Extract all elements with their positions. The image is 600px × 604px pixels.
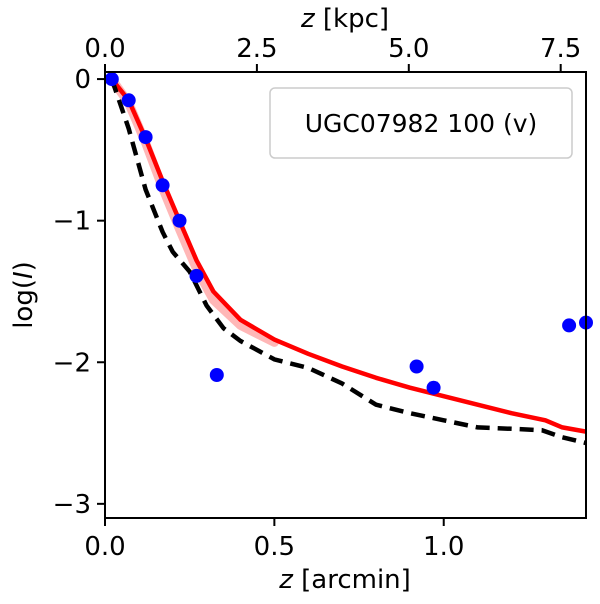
legend: UGC07982 100 (v) bbox=[269, 87, 573, 159]
legend-box bbox=[269, 87, 573, 159]
top-tick-label: 7.5 bbox=[540, 34, 581, 64]
x-tick-label: 0.0 bbox=[84, 532, 125, 562]
y-tick-label: −1 bbox=[53, 207, 91, 237]
data-point bbox=[209, 368, 224, 382]
x-tick-label: 1.0 bbox=[423, 532, 464, 562]
data-point bbox=[189, 268, 204, 283]
top-axis-ticks: 0.0 2.5 5.0 7.5 bbox=[84, 34, 581, 72]
reference-dashed-line bbox=[109, 78, 587, 446]
legend-label: UGC07982 100 (v) bbox=[305, 109, 538, 138]
data-point bbox=[104, 72, 119, 87]
x-tick-label: 0.5 bbox=[254, 532, 295, 562]
y-tick-label: −2 bbox=[53, 348, 91, 378]
top-tick-label: 2.5 bbox=[236, 34, 277, 64]
y-tick-label: 0 bbox=[74, 65, 91, 95]
y-tick-label: −3 bbox=[53, 490, 91, 520]
plot-frame bbox=[104, 71, 587, 519]
data-point bbox=[426, 380, 441, 395]
y-axis-ticks: 0 −1 −2 −3 bbox=[53, 65, 105, 520]
data-point bbox=[121, 93, 136, 108]
x-axis-ticks: 0.0 0.5 1.0 bbox=[84, 518, 464, 562]
data-point bbox=[409, 359, 424, 374]
top-tick-label: 0.0 bbox=[84, 34, 125, 64]
top-axis-label: z [kpc] bbox=[300, 4, 389, 34]
reference-line-layer bbox=[109, 78, 587, 446]
data-point bbox=[138, 130, 153, 145]
data-point bbox=[155, 178, 170, 193]
top-tick-label: 5.0 bbox=[388, 34, 429, 64]
x-axis-label: z [arcmin] bbox=[278, 565, 411, 595]
data-point bbox=[172, 213, 187, 228]
data-point bbox=[562, 318, 577, 333]
y-axis-label: log(I) bbox=[9, 261, 39, 329]
